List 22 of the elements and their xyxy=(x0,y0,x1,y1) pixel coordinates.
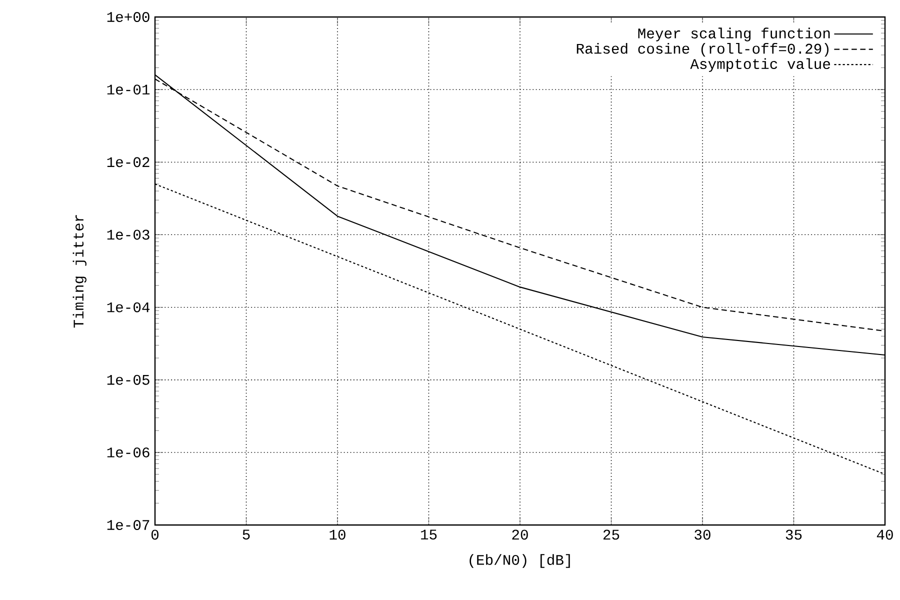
x-tick-label: 40 xyxy=(876,530,893,540)
x-tick-label: 25 xyxy=(603,530,620,540)
y-tick-label: 1e-03 xyxy=(107,230,150,240)
y-tick-label: 1e+00 xyxy=(107,12,150,22)
y-tick-label: 1e-04 xyxy=(107,302,150,312)
legend-label: Asymptotic value xyxy=(690,58,830,72)
legend-label: Raised cosine (roll-off=0.29) xyxy=(576,42,828,57)
x-tick-label: 30 xyxy=(694,530,710,540)
x-axis-title: (Eb/N0) [dB] xyxy=(470,554,570,568)
y-tick-label: 1e-06 xyxy=(107,447,150,458)
x-tick-label: 0 xyxy=(151,530,159,540)
y-axis-title: Timing jitter xyxy=(72,215,86,328)
x-tick-label: 20 xyxy=(512,530,528,540)
x-tick-label: 10 xyxy=(330,530,346,540)
x-tick-label: 5 xyxy=(242,530,250,540)
y-tick-label: 1e-01 xyxy=(107,84,150,95)
legend-label: Meyer scaling function xyxy=(638,28,830,42)
x-tick-label: 15 xyxy=(421,530,437,540)
x-tick-label: 35 xyxy=(786,530,802,540)
y-tick-label: 1e-05 xyxy=(107,374,150,385)
y-tick-label: 1e-02 xyxy=(107,157,150,168)
y-tick-label: 1e-07 xyxy=(107,520,150,530)
